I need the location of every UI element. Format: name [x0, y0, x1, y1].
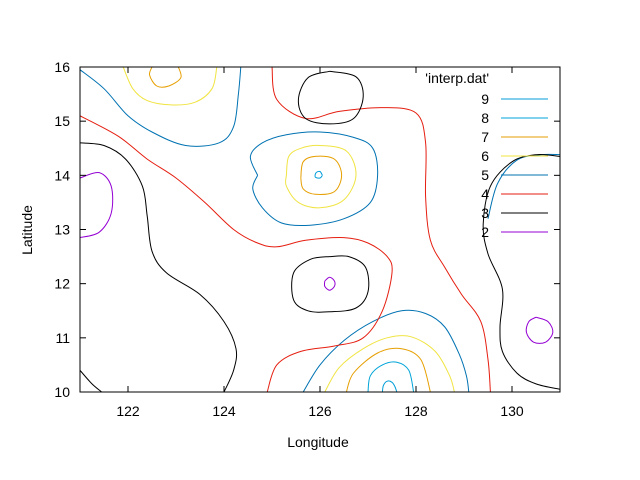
contour-level-9	[314, 170, 398, 392]
y-tick-label: 12	[54, 276, 70, 292]
contour-line-7	[148, 67, 182, 88]
contour-line-6	[122, 67, 218, 106]
y-tick-label: 10	[54, 384, 70, 400]
contour-line-5	[80, 67, 242, 147]
contour-level-8	[367, 361, 415, 392]
legend-label: 5	[481, 167, 489, 183]
x-tick-label: 122	[116, 403, 140, 419]
contour-line-5	[487, 153, 560, 219]
contour-lines	[80, 67, 560, 392]
contour-line-2	[525, 316, 554, 344]
legend: 'interp.dat' 9 8 7 6 5 4 3 2	[425, 70, 548, 240]
contour-level-3	[80, 70, 560, 392]
contour-line-3	[80, 369, 102, 392]
legend-label: 9	[481, 91, 489, 107]
contour-line-2	[323, 276, 336, 291]
legend-label: 8	[481, 110, 489, 126]
contour-line-8	[367, 361, 415, 392]
contour-line-3	[297, 70, 364, 125]
legend-label: 6	[481, 148, 489, 164]
contour-level-2	[80, 171, 554, 344]
contour-level-7	[148, 67, 431, 392]
y-axis-label: Latitude	[19, 205, 35, 255]
x-tick-label: 128	[404, 403, 428, 419]
contour-line-3	[80, 142, 238, 392]
y-tick-label: 16	[54, 59, 70, 75]
contour-line-4	[80, 115, 393, 392]
contour-line-4	[271, 67, 491, 392]
y-tick-label: 11	[55, 330, 70, 346]
axis-ticks: 122 124 126 128 130 10 11 12 13 14 15 16	[54, 59, 560, 419]
y-tick-label: 14	[54, 167, 70, 183]
contour-line-3	[291, 255, 370, 313]
contour-line-9	[381, 380, 398, 392]
legend-label: 4	[481, 186, 489, 202]
contour-line-7	[300, 155, 343, 195]
legend-title: 'interp.dat'	[425, 70, 489, 86]
contour-line-6	[324, 335, 455, 392]
contour-level-4	[80, 67, 491, 392]
legend-label: 2	[481, 224, 489, 240]
y-tick-label: 15	[54, 113, 70, 129]
legend-label: 3	[481, 205, 489, 221]
contour-line-5	[249, 131, 379, 227]
contour-line-7	[345, 347, 431, 392]
contour-line-6	[285, 144, 357, 209]
contour-level-6	[122, 67, 455, 392]
x-axis-label: Longitude	[287, 434, 349, 450]
x-tick-label: 130	[500, 403, 524, 419]
contour-line-2	[80, 171, 114, 239]
y-tick-label: 13	[54, 222, 70, 238]
contour-level-5	[80, 67, 560, 392]
contour-line-9	[314, 170, 323, 179]
contour-line-3	[482, 154, 560, 390]
x-tick-label: 124	[212, 403, 236, 419]
legend-label: 7	[481, 129, 489, 145]
contour-line-5	[302, 309, 470, 392]
x-tick-label: 126	[308, 403, 332, 419]
